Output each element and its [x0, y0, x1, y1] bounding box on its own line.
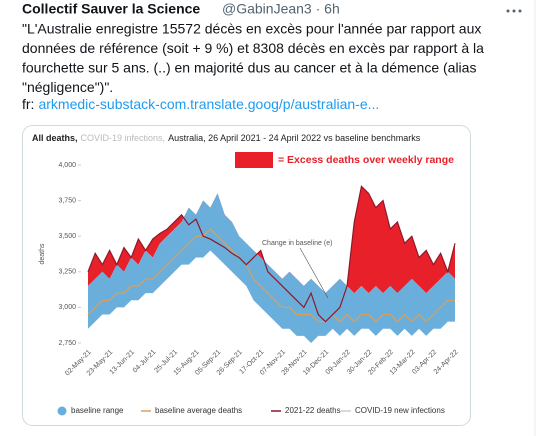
baseline-band [88, 193, 455, 343]
annotation-pointer [299, 247, 329, 299]
annotation: Change in baseline (e) [262, 240, 332, 247]
legend-label: baseline range [71, 406, 124, 415]
author-name[interactable]: Collectif Sauver la Science [22, 1, 200, 17]
legend-label: 2021-22 deaths [285, 406, 341, 415]
y-tick-label: 3,500 [58, 233, 76, 240]
tweet-text: données de référence (soit + 9 %) et 830… [22, 40, 484, 56]
tweet-text: fr: arkmedic-substack-com.translate.goog/… [22, 96, 379, 112]
link[interactable]: arkmedic-substack-com.translate.goog/p/a… [38, 96, 379, 112]
series-line [87, 185, 456, 323]
title-part: All deaths, [32, 133, 78, 143]
annotation-swatch [235, 152, 273, 168]
y-tick-label: 3,750 [58, 197, 76, 204]
legend-swatch [57, 406, 67, 416]
link-prefix: fr: [22, 96, 34, 112]
title-part: COVID-19 infections, [81, 133, 166, 143]
y-tick-label: 4,000 [58, 162, 76, 169]
more-menu[interactable] [506, 9, 522, 13]
annotation: = Excess deaths over weekly range [278, 154, 454, 166]
excess-area [88, 186, 455, 322]
legend-label: COVID-19 new infections [355, 406, 445, 415]
legend-label: baseline average deaths [155, 406, 242, 415]
y-tick-label: 3,250 [58, 269, 76, 276]
chart-title: All deaths, COVID-19 infections, Australia… [32, 133, 421, 143]
tweet-text: fourchette sur 5 ans. (..) en majorité d… [22, 60, 476, 76]
author-meta[interactable]: @GabinJean3 · 6h [222, 1, 340, 17]
y-tick-label: 3,000 [58, 304, 76, 311]
tweet-text: "négligence")". [22, 79, 113, 95]
y-tick-label: 2,750 [58, 340, 76, 347]
title-part: Australia, 26 April 2021 - 24 April 2022… [168, 133, 421, 143]
tweet-text: "L'Australie enregistre 15572 décès en e… [22, 21, 481, 37]
series-line [87, 228, 455, 323]
y-axis-title: deaths [39, 243, 46, 265]
